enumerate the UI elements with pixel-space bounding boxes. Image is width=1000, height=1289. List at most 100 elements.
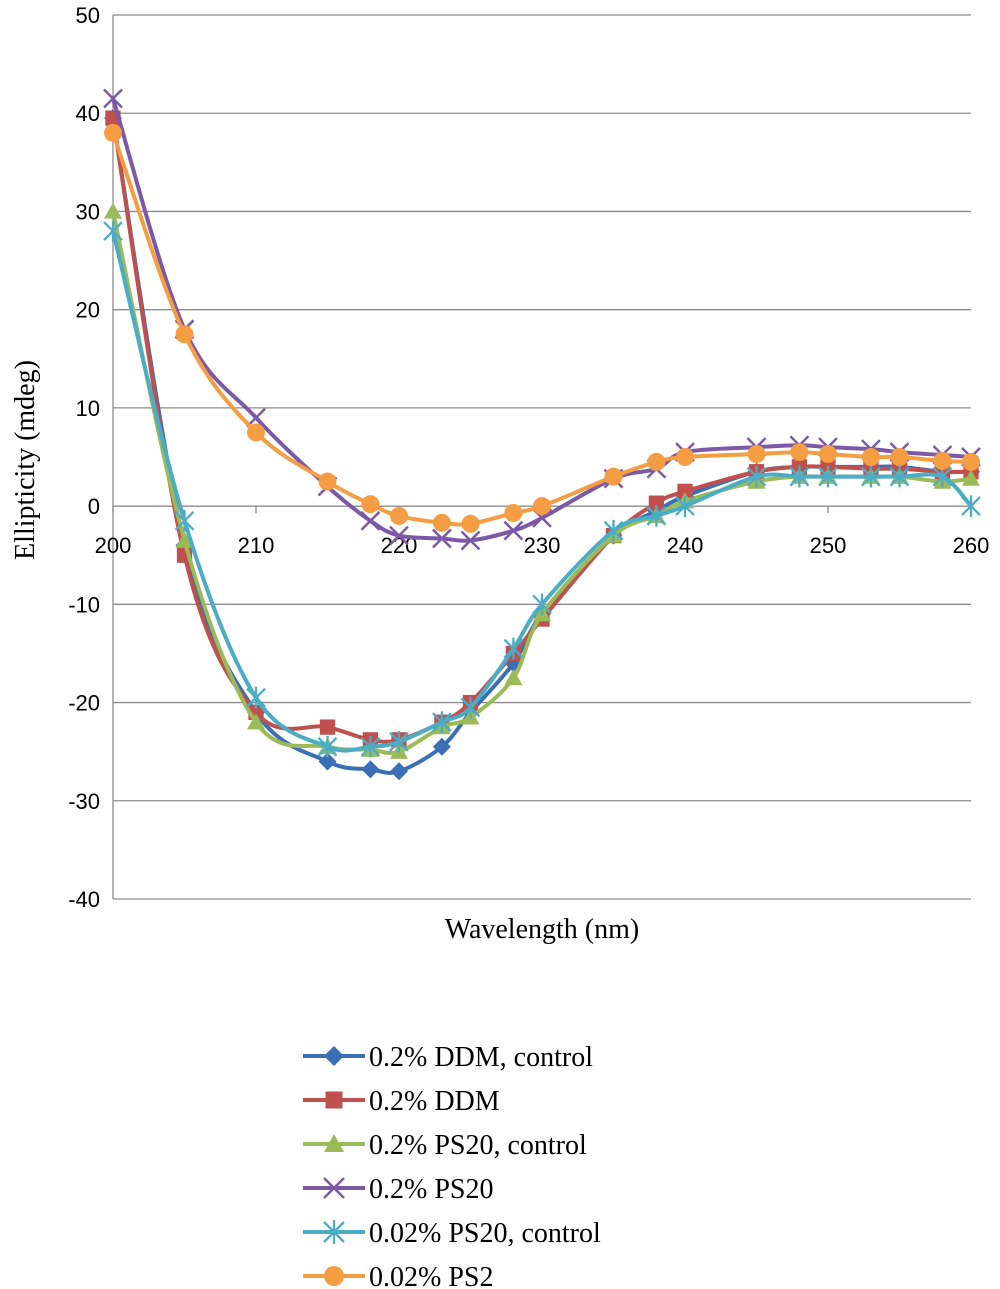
legend-label: 0.02% PS20, control [369, 1218, 601, 1249]
series-0-02-ps2 [104, 123, 980, 533]
series-0-2-ddm [105, 110, 979, 748]
data-point [646, 505, 667, 527]
legend-marker [324, 1134, 344, 1152]
legend-item: 0.2% DDM, control [303, 1042, 593, 1073]
x-tick-labels: 200 210 220 230 240 250 260 [95, 533, 990, 558]
data-point [319, 719, 336, 735]
data-point [961, 495, 981, 517]
data-point [818, 465, 838, 488]
data-point [360, 735, 381, 758]
data-point [246, 686, 266, 709]
y-tick-label: 20 [76, 298, 100, 323]
data-point [503, 637, 524, 660]
x-tick-label: 240 [667, 533, 704, 558]
data-point [533, 497, 551, 516]
marker-stroke [460, 530, 481, 551]
legend-label: 0.2% DDM, control [369, 1042, 593, 1073]
legend-item: 0.2% PS20 [303, 1174, 493, 1205]
marker-stroke [432, 528, 452, 549]
data-point [432, 528, 452, 549]
data-point [861, 448, 880, 466]
data-point [789, 465, 810, 488]
y-tick-label: 10 [76, 396, 100, 421]
series-0-02-ps20-control [103, 220, 981, 758]
y-axis-title: Ellipticity (mdeg) [10, 360, 41, 560]
data-point [432, 737, 451, 756]
legend: 0.2% DDM, control 0.2% DDM 0.2% PS20, cont… [303, 1042, 601, 1289]
series-line [111, 97, 972, 543]
legend-marker [324, 1046, 344, 1066]
series-0-2-ps20 [103, 88, 981, 551]
data-point [460, 696, 481, 719]
y-tick-label: 50 [76, 3, 100, 28]
data-point [503, 520, 524, 541]
legend-item: 0.02% PS20, control [303, 1218, 601, 1249]
y-tick-label: 30 [76, 199, 100, 224]
y-tick-label: 0 [88, 494, 100, 519]
data-point [390, 762, 408, 781]
data-point [933, 451, 952, 470]
data-point [790, 443, 809, 462]
legend-label: 0.2% PS20, control [369, 1130, 587, 1161]
legend-label: 0.2% PS20 [369, 1174, 493, 1205]
data-point [890, 448, 909, 466]
x-axis-title: Wavelength (nm) [445, 914, 639, 945]
marker-stroke [389, 525, 409, 546]
data-point [318, 472, 337, 491]
data-point [604, 467, 623, 486]
series-0-2-ddm-control [104, 109, 980, 781]
y-tick-label: -10 [68, 592, 100, 617]
data-point [460, 530, 481, 551]
data-point [504, 503, 523, 522]
data-point [461, 514, 480, 533]
data-point [962, 452, 980, 471]
x-tick-label: 200 [95, 533, 132, 558]
data-point [532, 593, 552, 616]
data-point [247, 713, 265, 730]
y-tick-labels: 50 40 30 20 10 0 -10 -20 -30 -40 [68, 3, 100, 912]
marker-stroke [503, 520, 524, 541]
data-point [677, 483, 693, 500]
data-point [675, 495, 695, 517]
data-point [175, 531, 194, 548]
legend-marker [323, 1177, 345, 1199]
data-point [504, 669, 523, 686]
data-point [432, 711, 452, 733]
x-tick-label: 250 [810, 533, 847, 558]
data-point [962, 469, 980, 486]
data-point [432, 513, 451, 532]
data-point [819, 445, 837, 464]
data-point [603, 519, 624, 542]
data-point [361, 495, 380, 514]
legend-label: 0.02% PS2 [369, 1262, 493, 1289]
data-point [648, 495, 665, 511]
y-tick-label: -20 [68, 691, 100, 716]
data-point [103, 88, 123, 109]
legend-marker [323, 1220, 345, 1244]
series-layer [103, 88, 981, 781]
data-point [647, 452, 666, 471]
data-point [361, 760, 380, 779]
series-0-2-ps20-control [104, 202, 980, 759]
legend-label: 0.2% DDM [369, 1086, 500, 1117]
data-point [174, 510, 195, 532]
data-point [389, 525, 409, 546]
marker-stroke [360, 510, 381, 531]
legend-marker [324, 1266, 344, 1286]
series-line [111, 230, 973, 753]
marker-stroke [323, 1177, 345, 1199]
data-point [747, 445, 766, 464]
legend-item: 0.02% PS2 [303, 1262, 493, 1289]
data-point [861, 465, 881, 488]
data-point [389, 731, 409, 753]
y-tick-label: 40 [76, 101, 100, 126]
data-point [317, 735, 338, 758]
x-tick-label: 210 [238, 533, 275, 558]
data-point [104, 202, 122, 219]
data-point [247, 423, 265, 442]
legend-item: 0.2% PS20, control [303, 1130, 587, 1161]
data-point [746, 465, 767, 488]
data-point [175, 325, 194, 344]
data-point [104, 123, 122, 142]
